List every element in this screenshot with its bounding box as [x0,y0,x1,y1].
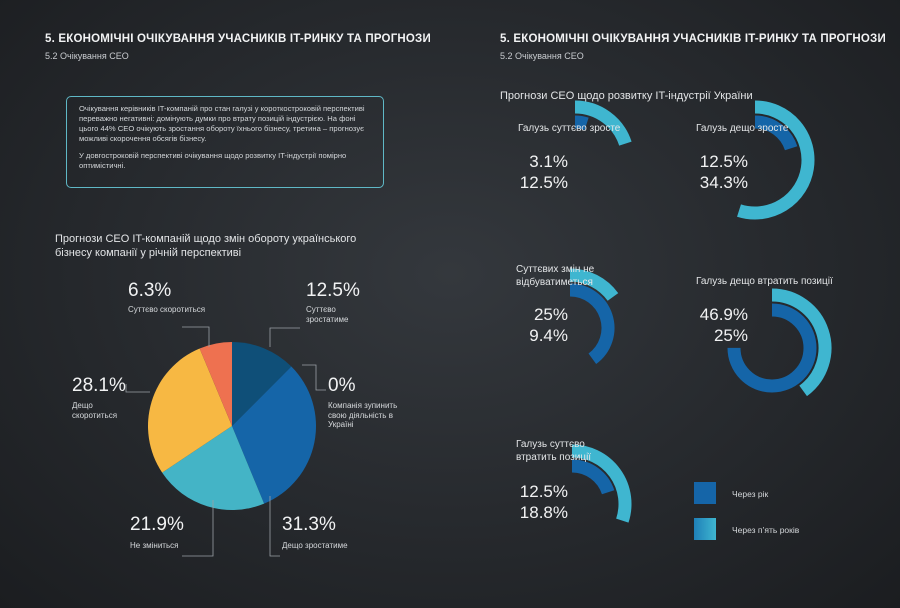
pie-label-significant-decrease: Суттєво скоротиться [128,305,206,314]
radial-arc-0-year [574,115,589,131]
pie-slice-4 [148,348,232,473]
pie-label-significant-increase: Суттєво зростатиме [306,305,349,324]
radial-value-0-five-years: 12.5% [519,173,568,192]
radial-chart-title: Прогнози CEO щодо розвитку IT-індустрії … [500,90,753,102]
radial-value-4-year: 12.5% [519,482,568,501]
summary-paragraph-2: У довгостроковій перспективі очікування … [79,151,347,170]
pie-slice-2 [232,366,316,504]
radial-value-0-year: 3.1% [529,152,568,171]
radial-arc-2-year [569,283,615,364]
pie-label-value-significant-increase: 12.5% [306,280,360,301]
radial-value-2-year: 25% [533,305,568,324]
right-section-title: 5. ЕКОНОМІЧНІ ОЧІКУВАННЯ УЧАСНИКІВ IT-РИ… [500,33,886,45]
radial-value-1-five-years: 34.3% [699,173,748,192]
legend-label-five-years: Через п’ять років [732,525,800,535]
radial-category-label-1: Галузь дещо зросте [696,123,789,134]
radial-value-3-year: 46.9% [699,305,748,324]
pie-label-no-change: Не зміниться [130,541,179,550]
pie-label-value-no-change: 21.9% [130,514,184,535]
legend-swatch-year [694,482,716,504]
pie-label-value-slight-increase: 31.3% [282,514,336,535]
radial-arc-3-year [727,303,817,393]
radial-category-label-0: Галузь суттєво зросте [518,123,621,134]
radial-value-3-five-years: 25% [713,326,748,345]
pie-slice-3 [162,426,265,511]
pie-label-slight-decrease: Дещо скоротиться [72,401,118,420]
pie-chart-title: Прогнози CEO IT-компаній щодо змін оборо… [55,233,357,259]
radial-value-4-five-years: 18.8% [519,503,568,522]
pie-label-value-significant-decrease: 6.3% [128,280,172,301]
left-section-subtitle: 5.2 Очікування CEO [45,51,129,61]
pie-slice-5 [199,342,232,426]
legend-swatch-five-years [694,518,716,540]
pie-slice-0 [232,342,292,426]
pie-label-value-stop-operations: 0% [328,375,356,396]
pie-label-value-slight-decrease: 28.1% [72,375,126,396]
summary-paragraph-1: Очікування керівників IT-компаній про ст… [79,104,365,143]
radial-arc-2-five-years [569,268,619,301]
radial-category-label-2: Суттєвих змін не відбуватиметься [516,264,595,288]
pie-label-slight-increase: Дещо зростатиме [282,541,348,550]
radial-value-2-five-years: 9.4% [529,326,568,345]
radial-arc-3-five-years [771,288,832,397]
right-section-subtitle: 5.2 Очікування CEO [500,51,584,61]
summary-box: Очікування керівників IT-компаній про ст… [66,96,384,188]
radial-arc-1-five-years [737,100,815,220]
legend-label-year: Через рік [732,489,769,499]
radial-category-label-3: Галузь дещо втратить позиції [696,276,833,287]
radial-arc-4-year [571,459,615,495]
pie-label-stop-operations: Компанія зупинить свою діяльність в Укра… [328,401,398,429]
radial-category-label-4: Галузь суттєво втратить позиції [516,439,592,463]
radial-value-1-year: 12.5% [699,152,748,171]
radial-arc-0-five-years [574,100,632,146]
radial-arc-1-year [754,115,798,151]
left-section-title: 5. ЕКОНОМІЧНІ ОЧІКУВАННЯ УЧАСНИКІВ IT-РИ… [45,33,431,45]
radial-arc-4-five-years [571,444,632,523]
